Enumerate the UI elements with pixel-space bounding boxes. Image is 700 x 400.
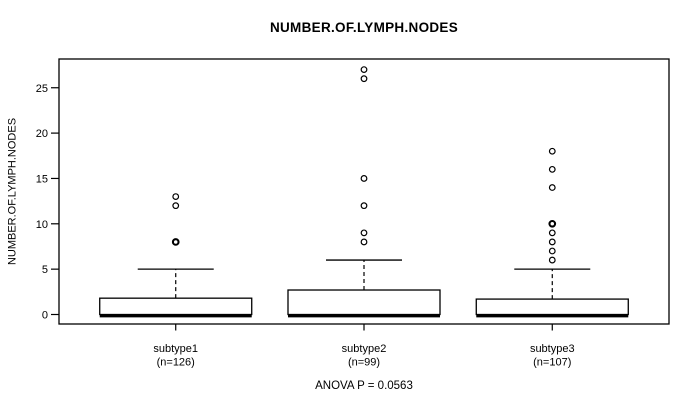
outlier-point — [548, 247, 556, 255]
iqr-box — [99, 297, 253, 316]
outlier-point — [172, 202, 180, 210]
outlier-point — [548, 184, 556, 191]
y-tick-label: 20 — [36, 128, 48, 140]
group-n-label: (n=99) — [348, 357, 380, 369]
y-tick-label: 0 — [42, 310, 48, 322]
outlier-point — [360, 66, 368, 74]
outlier-point — [360, 229, 368, 237]
group-label: subtype1 — [153, 343, 198, 355]
outlier-point — [360, 175, 368, 182]
outlier-point — [548, 165, 556, 173]
iqr-box — [475, 298, 629, 316]
group-label: subtype3 — [530, 343, 575, 355]
outlier-point — [548, 256, 556, 264]
chart-title: NUMBER.OF.LYMPH.NODES — [269, 20, 459, 35]
y-tick-label: 15 — [36, 173, 48, 185]
outlier-point — [548, 147, 556, 155]
group-n-label: (n=126) — [157, 357, 195, 369]
y-tick-label: 25 — [36, 83, 48, 95]
outlier-point — [548, 229, 556, 237]
y-tick-label: 10 — [36, 219, 48, 231]
outlier-point — [172, 193, 180, 200]
outlier-point — [171, 238, 180, 246]
anova-annotation: ANOVA P = 0.0563 — [315, 380, 413, 392]
outlier-point — [360, 75, 368, 83]
iqr-box — [287, 289, 441, 316]
outlier-point — [360, 202, 368, 210]
group-label: subtype2 — [342, 343, 387, 355]
outlier-point — [360, 238, 368, 246]
group-n-label: (n=107) — [533, 357, 571, 369]
y-tick-label: 5 — [42, 264, 48, 276]
outlier-point — [548, 238, 556, 246]
outlier-point — [548, 219, 557, 228]
plot-frame — [58, 58, 670, 325]
